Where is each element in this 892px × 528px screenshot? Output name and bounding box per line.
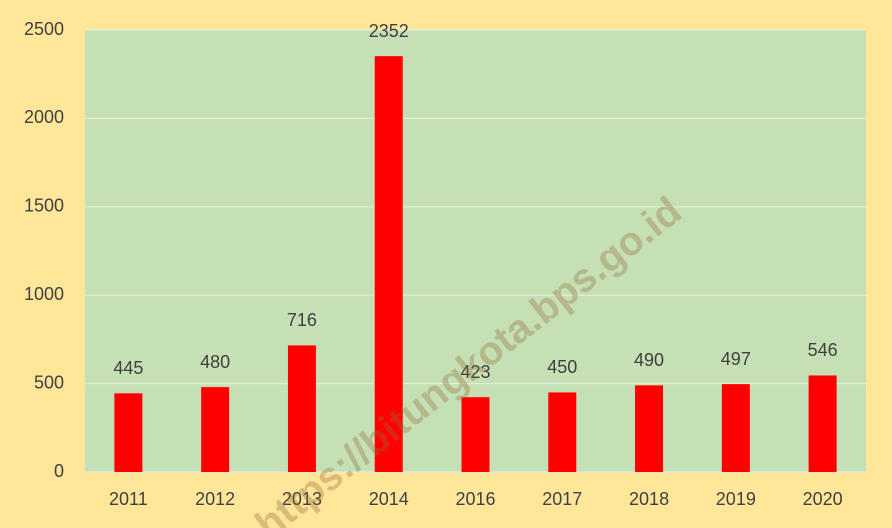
bar xyxy=(114,393,143,472)
x-tick-label: 2014 xyxy=(369,489,409,509)
x-tick-label: 2016 xyxy=(455,489,495,509)
bar xyxy=(808,375,837,472)
data-label: 546 xyxy=(808,340,838,360)
y-tick-label: 2000 xyxy=(24,107,64,127)
bar xyxy=(548,392,577,472)
bar xyxy=(374,56,403,472)
x-tick-label: 2013 xyxy=(282,489,322,509)
data-label: 497 xyxy=(721,349,751,369)
x-tick-label: 2012 xyxy=(195,489,235,509)
data-label: 2352 xyxy=(369,21,409,41)
x-tick-label: 2019 xyxy=(716,489,756,509)
bar xyxy=(287,345,316,472)
x-tick-label: 2020 xyxy=(803,489,843,509)
y-tick-label: 0 xyxy=(54,461,64,481)
y-tick-label: 1000 xyxy=(24,284,64,304)
y-tick-label: 500 xyxy=(34,372,64,392)
bar xyxy=(461,397,490,472)
bar xyxy=(635,385,664,472)
x-tick-label: 2018 xyxy=(629,489,669,509)
y-tick-label: 1500 xyxy=(24,196,64,216)
data-label: 480 xyxy=(200,352,230,372)
x-tick-label: 2017 xyxy=(542,489,582,509)
data-label: 450 xyxy=(547,357,577,377)
data-label: 423 xyxy=(460,362,490,382)
bar xyxy=(201,387,230,472)
data-label: 445 xyxy=(113,358,143,378)
bar xyxy=(721,384,750,472)
x-tick-label: 2011 xyxy=(109,489,148,509)
data-label: 716 xyxy=(287,310,317,330)
data-label: 490 xyxy=(634,350,664,370)
y-tick-label: 2500 xyxy=(24,19,64,39)
